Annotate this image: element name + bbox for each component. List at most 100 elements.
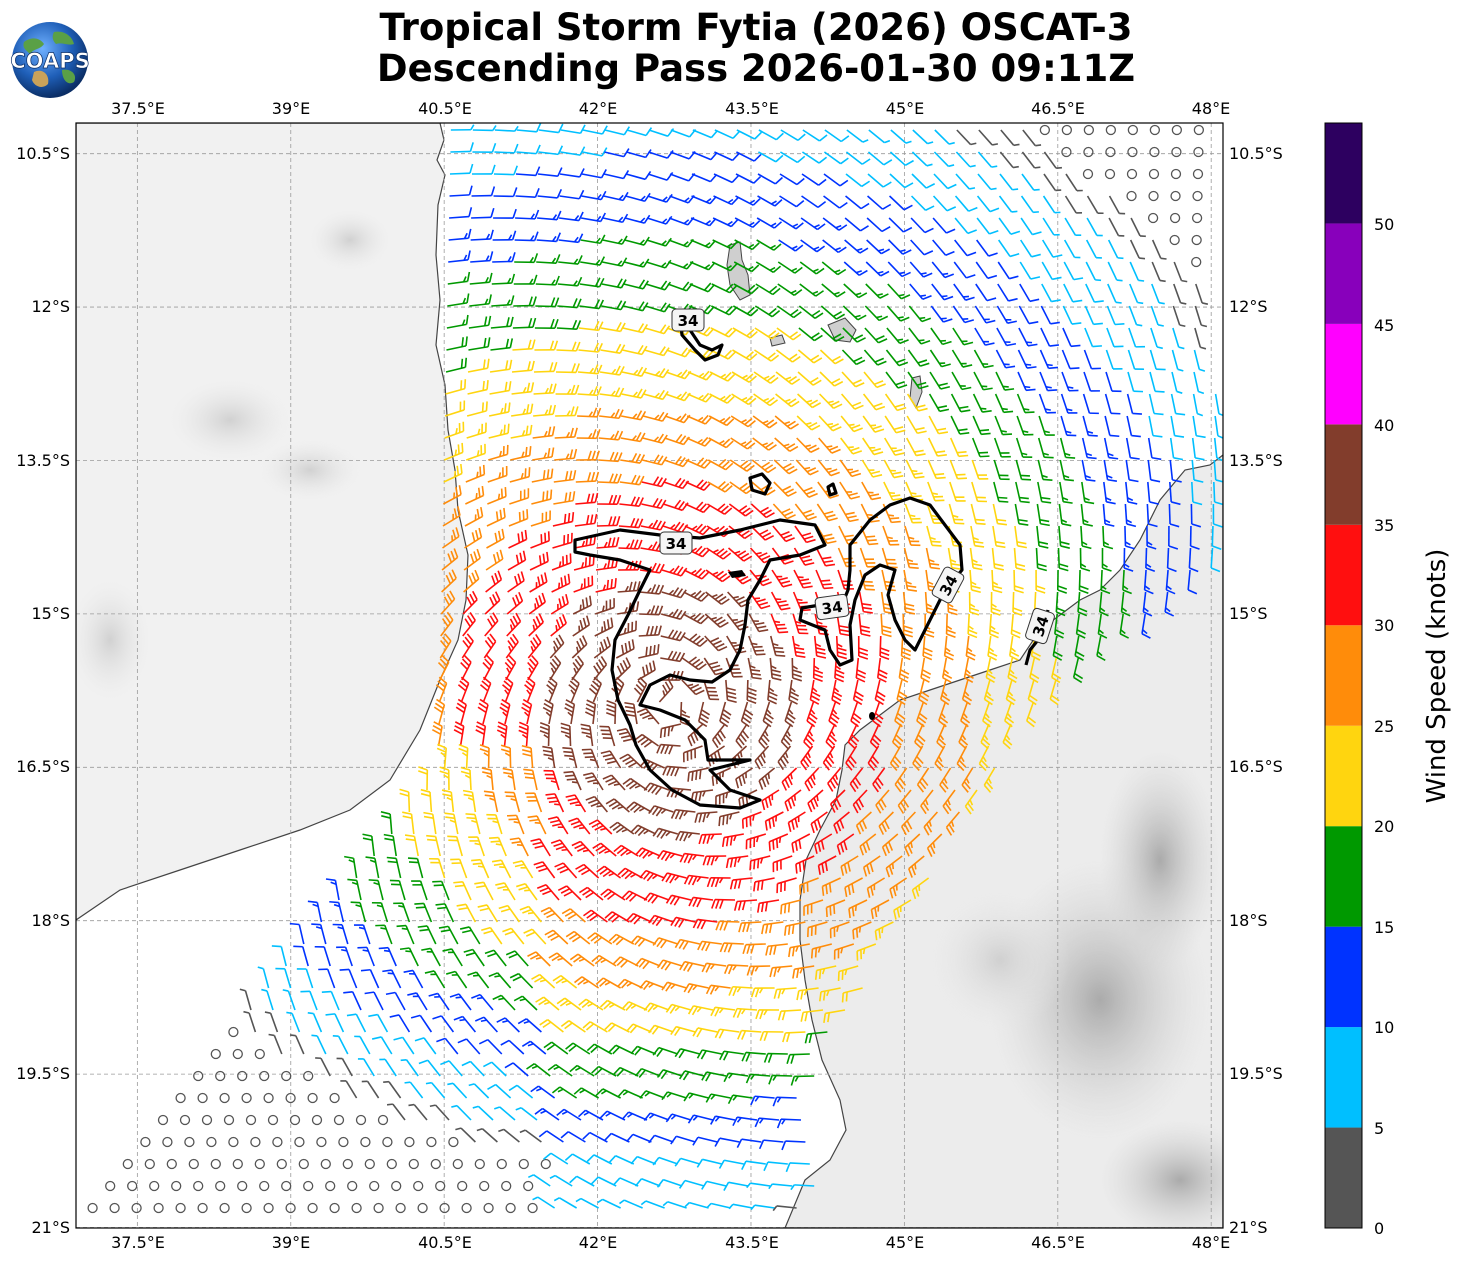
wind-barb bbox=[1016, 393, 1035, 414]
wind-barb bbox=[547, 1063, 573, 1077]
wind-barb bbox=[536, 884, 560, 901]
wind-barb bbox=[105, 1180, 116, 1192]
wind-barb bbox=[1098, 591, 1109, 617]
wind-barb bbox=[1036, 503, 1050, 527]
wind-barb bbox=[841, 371, 865, 388]
wind-barb bbox=[477, 698, 489, 725]
wind-barb bbox=[706, 503, 733, 515]
wind-barb bbox=[515, 166, 541, 177]
wind-barb bbox=[679, 960, 705, 972]
wind-barb bbox=[1038, 415, 1055, 436]
wind-barb bbox=[998, 217, 1021, 235]
wind-barb bbox=[652, 1046, 679, 1057]
terrain-shading bbox=[76, 210, 1223, 1228]
wind-barb bbox=[188, 1158, 199, 1170]
wind-barb bbox=[1166, 547, 1177, 573]
wind-barb bbox=[643, 1112, 670, 1122]
wind-barb bbox=[925, 547, 940, 570]
wind-barb bbox=[904, 833, 921, 857]
wind-barb bbox=[617, 867, 643, 880]
wind-barb bbox=[482, 654, 494, 681]
wind-barb bbox=[1141, 613, 1151, 639]
wind-barb bbox=[1061, 349, 1080, 370]
wind-barb bbox=[644, 324, 671, 335]
wind-barb bbox=[905, 459, 925, 479]
wind-barb bbox=[325, 1013, 345, 1033]
wind-barb bbox=[1008, 635, 1020, 661]
lat-tick-label: 18°S bbox=[1229, 911, 1268, 930]
wind-barb bbox=[737, 1029, 762, 1040]
wind-barb bbox=[841, 987, 863, 1003]
wind-barb bbox=[817, 855, 837, 875]
wind-barb bbox=[604, 1132, 630, 1143]
wind-barb bbox=[468, 836, 485, 857]
wind-barb bbox=[232, 1048, 243, 1060]
wind-barb bbox=[910, 217, 934, 234]
wind-barb bbox=[719, 1050, 744, 1061]
wind-barb bbox=[1170, 393, 1186, 416]
wind-barb bbox=[894, 701, 906, 728]
wind-barb bbox=[298, 1158, 309, 1170]
wind-barb bbox=[435, 676, 448, 703]
wind-barb bbox=[447, 293, 470, 307]
wind-barb bbox=[263, 1092, 274, 1104]
wind-barb bbox=[463, 948, 485, 967]
wind-barb bbox=[608, 1044, 635, 1055]
wind-barb bbox=[797, 393, 822, 409]
wind-barb bbox=[526, 1063, 551, 1077]
wind-barb bbox=[773, 987, 797, 999]
wind-barb bbox=[530, 531, 550, 549]
wind-barb bbox=[542, 698, 554, 725]
wind-barb bbox=[813, 635, 827, 659]
wind-barb bbox=[747, 635, 766, 656]
wind-barb bbox=[1022, 129, 1042, 147]
wind-barb bbox=[519, 1129, 542, 1143]
wind-barb bbox=[912, 745, 924, 772]
wind-barb bbox=[1005, 679, 1016, 706]
wind-barb bbox=[861, 481, 882, 501]
wind-barb bbox=[685, 479, 712, 491]
wind-barb bbox=[527, 634, 542, 659]
wind-barb bbox=[109, 1202, 120, 1214]
wind-barb bbox=[758, 151, 784, 163]
wind-barb bbox=[690, 217, 717, 227]
wind-barb bbox=[509, 837, 529, 857]
wind-barb bbox=[534, 1107, 560, 1121]
wind-barb bbox=[1100, 569, 1111, 595]
wind-barb bbox=[1147, 212, 1159, 224]
wind-barb bbox=[842, 327, 866, 343]
wind-barb bbox=[856, 943, 877, 961]
wind-barb bbox=[825, 899, 846, 918]
wind-barb bbox=[562, 747, 578, 769]
wind-barb bbox=[581, 190, 607, 201]
wind-barb bbox=[504, 791, 521, 813]
wind-barb bbox=[689, 282, 716, 293]
wind-barb bbox=[1189, 525, 1200, 550]
wind-barb bbox=[662, 1201, 687, 1209]
contour-34kt-blob bbox=[728, 570, 746, 578]
wind-barb bbox=[500, 744, 512, 769]
wind-barb bbox=[953, 261, 976, 279]
wind-barb bbox=[829, 921, 850, 939]
wind-barb bbox=[1171, 349, 1184, 372]
wind-barb bbox=[515, 209, 540, 220]
wind-barb bbox=[468, 1083, 490, 1099]
wind-barb bbox=[408, 1158, 419, 1170]
wind-barb bbox=[859, 833, 877, 856]
wind-barb bbox=[624, 236, 650, 246]
wind-barb bbox=[646, 237, 672, 247]
wind-barb bbox=[780, 899, 802, 915]
wind-barb bbox=[362, 833, 375, 857]
wind-barb bbox=[443, 485, 462, 505]
wind-barb bbox=[741, 811, 762, 829]
wind-barb bbox=[882, 525, 900, 546]
wind-barb bbox=[867, 195, 892, 210]
wind-barb bbox=[442, 506, 461, 527]
wind-barb bbox=[619, 474, 645, 486]
wind-barb bbox=[1126, 190, 1137, 202]
wind-barb bbox=[1148, 415, 1163, 438]
wind-barb bbox=[620, 453, 646, 464]
wind-barb bbox=[1064, 195, 1083, 214]
wind-barb bbox=[435, 1180, 446, 1192]
wind-barb bbox=[561, 908, 586, 923]
